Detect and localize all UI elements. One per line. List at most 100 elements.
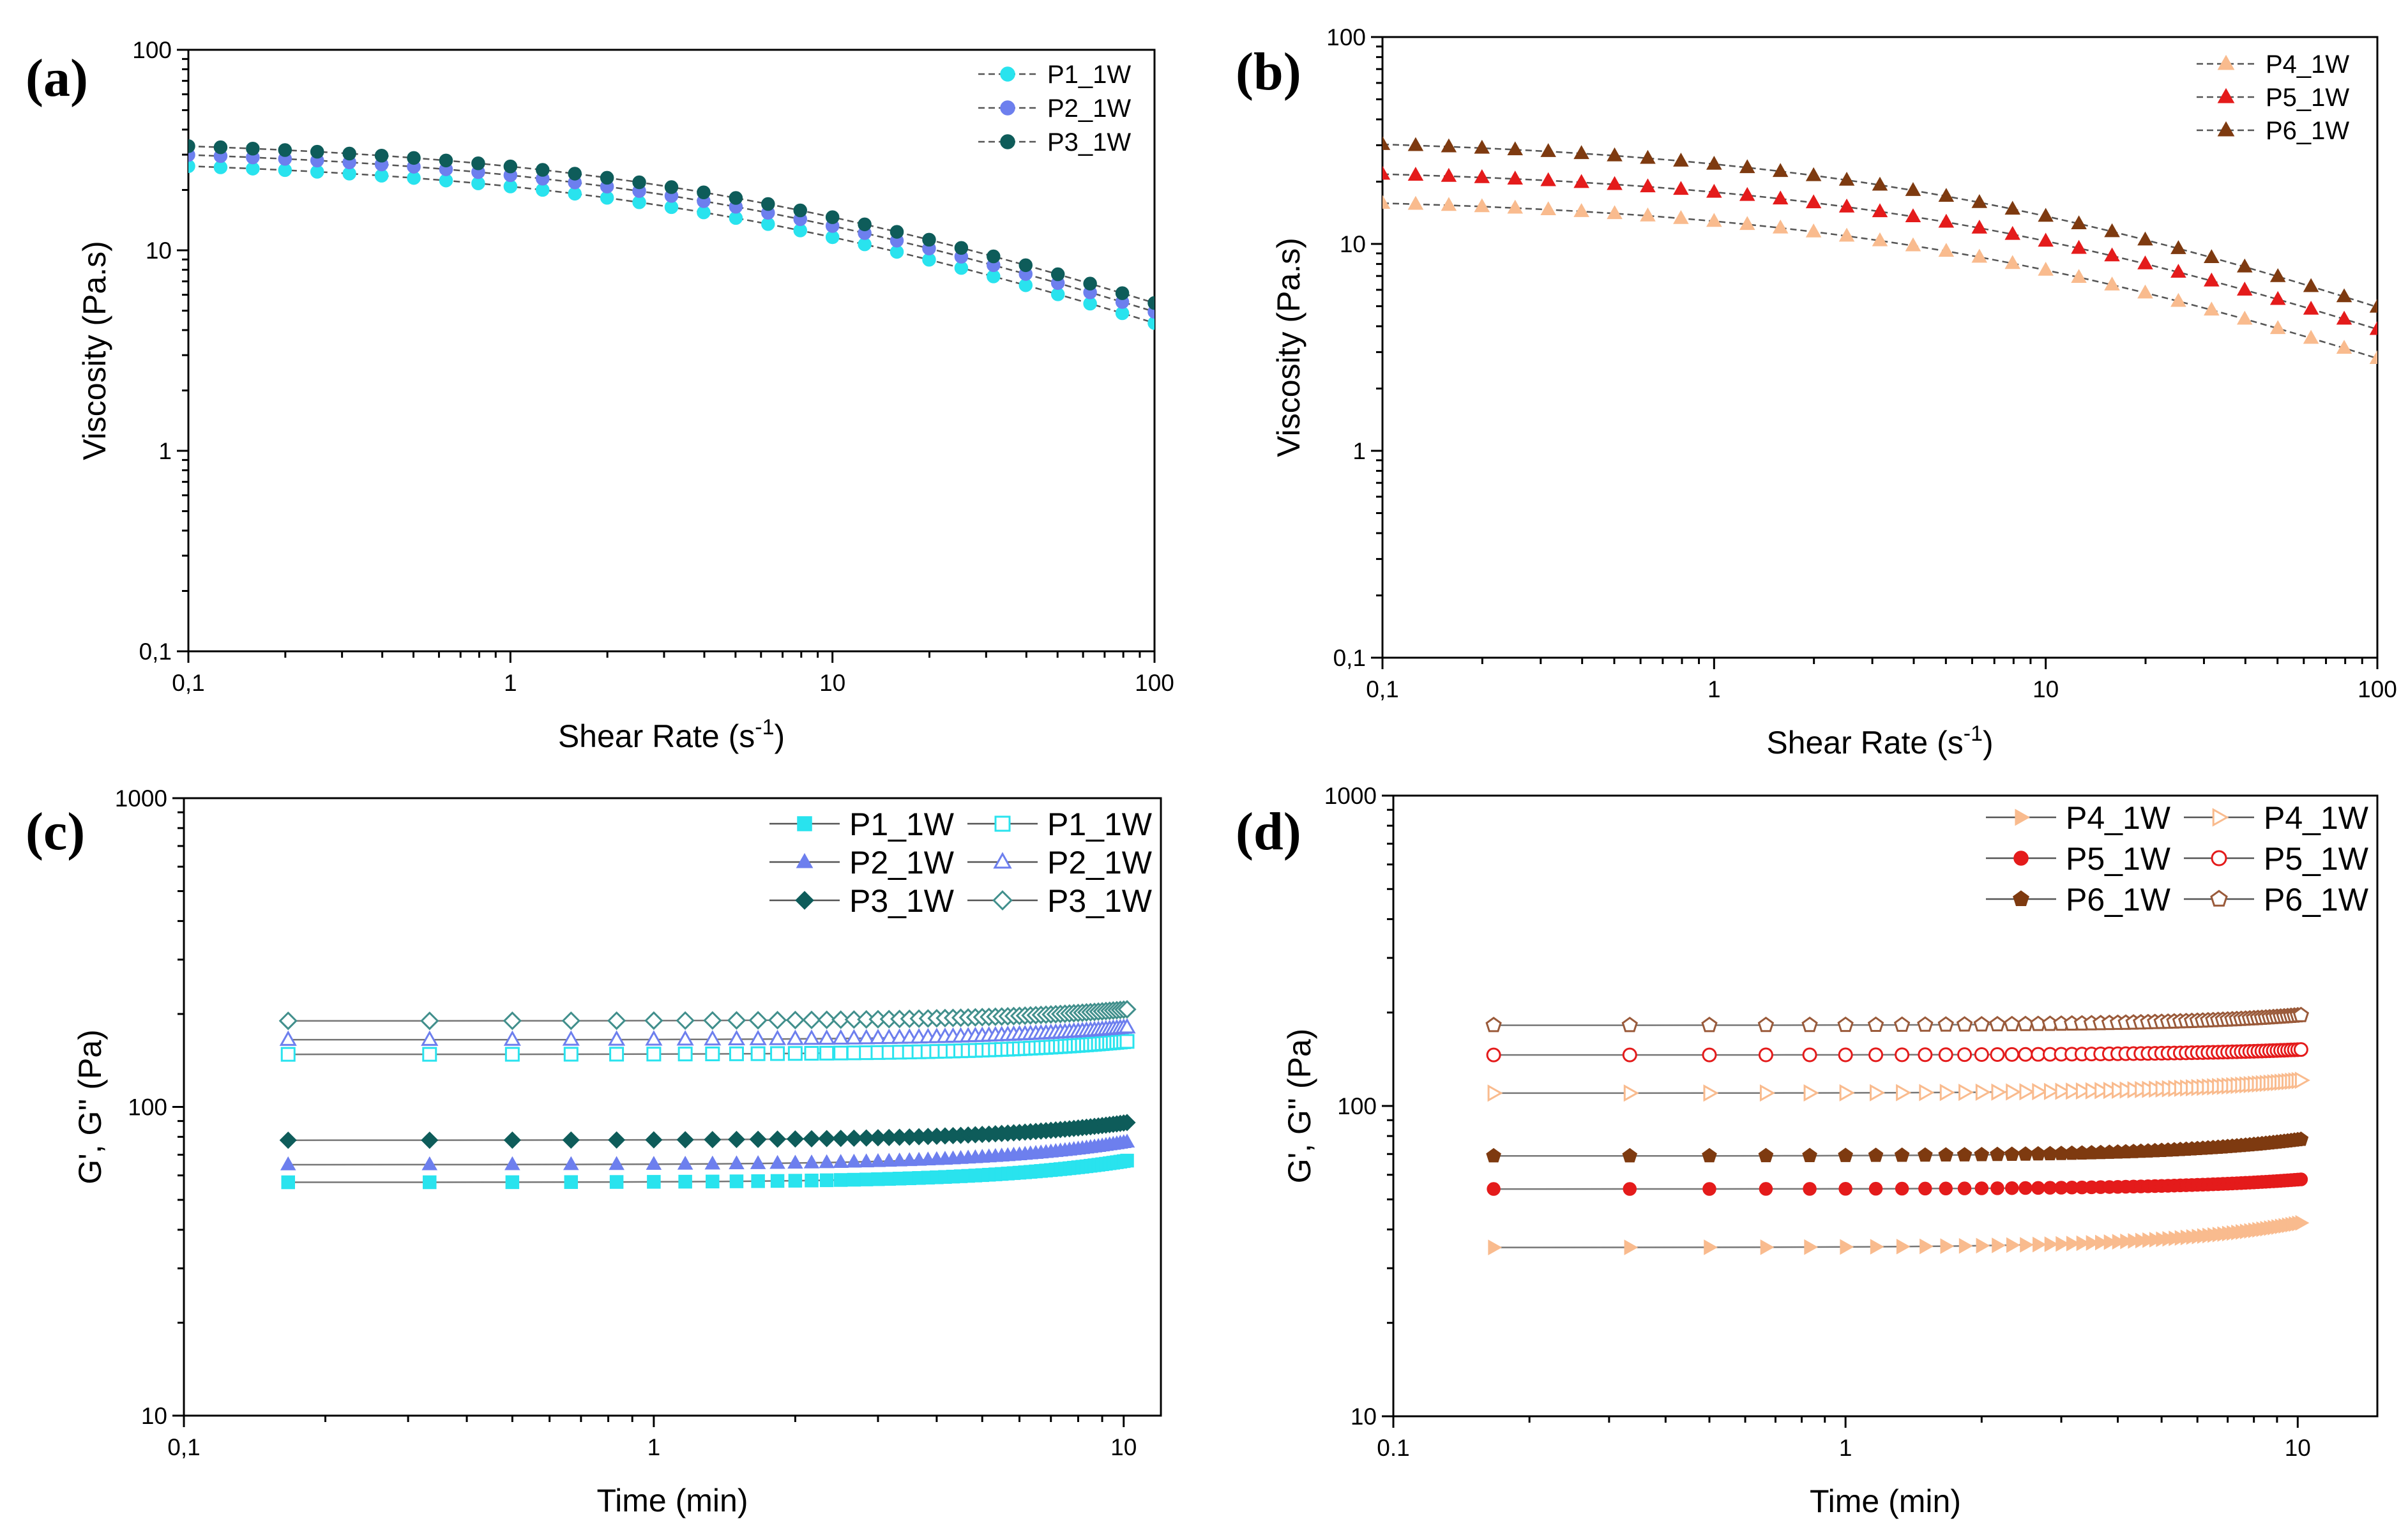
data-point	[751, 1174, 765, 1188]
data-point	[2103, 1082, 2119, 1100]
data-point	[1893, 1016, 1911, 1032]
data-point	[188, 159, 195, 173]
data-point	[954, 241, 969, 255]
data-point	[407, 151, 421, 165]
legend-label: P6_1W	[2266, 117, 2349, 145]
data-point	[833, 1154, 849, 1168]
data-point	[2293, 1042, 2308, 1057]
data-point	[1957, 1181, 1972, 1195]
series-P4_1W	[1488, 1215, 2310, 1255]
data-point	[833, 1045, 849, 1061]
legend-label: P6_1W	[2066, 882, 2171, 918]
data-point	[1018, 258, 1033, 273]
legend-marker	[2013, 851, 2029, 866]
data-point	[1838, 171, 1855, 186]
data-point	[1838, 1147, 1853, 1162]
data-point	[890, 225, 904, 239]
data-point	[1486, 1047, 1501, 1063]
data-point	[1971, 248, 1988, 263]
data-point	[2137, 231, 2153, 246]
data-point	[1974, 1047, 1989, 1063]
series-P4_1W	[1382, 195, 2377, 365]
series-P3_1W	[279, 1114, 1136, 1149]
data-point	[706, 1174, 720, 1189]
data-point	[2204, 301, 2220, 316]
data-point	[1703, 1084, 1719, 1102]
data-point	[729, 1174, 744, 1188]
series-P6_1W	[1486, 1131, 2309, 1163]
data-point	[1990, 1047, 2005, 1062]
data-point	[1938, 213, 1955, 228]
data-point	[858, 1153, 874, 1168]
data-point	[2293, 1131, 2309, 1146]
data-point	[2086, 1235, 2100, 1251]
data-point	[676, 1030, 694, 1046]
data-point	[2294, 1071, 2310, 1089]
data-point	[1673, 153, 1689, 167]
data-point	[818, 1130, 836, 1147]
data-point	[1739, 159, 1755, 174]
data-point	[1706, 213, 1722, 227]
data-point	[1956, 1016, 1973, 1032]
data-point	[785, 1010, 805, 1030]
data-point	[676, 1011, 695, 1030]
data-point	[2032, 1083, 2048, 1101]
legend-marker	[2210, 889, 2228, 907]
data-point	[2204, 272, 2220, 287]
data-point	[2004, 225, 2021, 240]
data-point	[727, 1029, 746, 1046]
data-point	[1382, 136, 1391, 150]
data-point	[246, 141, 260, 156]
data-point	[1868, 1181, 1883, 1196]
data-point	[1640, 149, 1656, 164]
data-point	[2038, 261, 2054, 276]
data-point	[2119, 1081, 2135, 1099]
data-point	[2018, 1181, 2033, 1195]
data-point	[727, 1130, 746, 1149]
legend-marker	[994, 815, 1011, 832]
x-tick-label: 0,1	[172, 670, 204, 696]
data-point	[646, 1156, 662, 1170]
data-point	[1837, 1016, 1854, 1033]
data-point	[421, 1156, 438, 1170]
data-point	[729, 1046, 744, 1061]
data-point	[278, 143, 292, 157]
data-point	[859, 1172, 874, 1186]
data-point	[802, 1010, 821, 1029]
y-axis-title: Viscosity (Pa.s)	[77, 241, 112, 460]
data-point	[1118, 1018, 1136, 1034]
data-point	[2369, 298, 2377, 313]
data-point	[600, 170, 614, 185]
legend-label: P2_1W	[1047, 845, 1153, 881]
legend-marker	[2217, 87, 2235, 103]
data-point	[769, 1154, 785, 1169]
panel-label: (c)	[26, 802, 85, 861]
data-point	[1540, 201, 1556, 216]
data-point	[2295, 1215, 2310, 1231]
data-point	[2269, 268, 2286, 282]
data-point	[1805, 223, 1822, 238]
data-point	[608, 1131, 626, 1149]
legend-label: P2_1W	[849, 845, 955, 881]
legend-label: P3_1W	[1047, 128, 1131, 156]
data-point	[1918, 1047, 1933, 1063]
data-point	[2127, 1081, 2143, 1099]
x-tick-label: 100	[1135, 670, 1174, 696]
data-point	[1487, 1084, 1503, 1102]
x-tick-label: 0.1	[1377, 1435, 1409, 1461]
data-point	[188, 139, 195, 153]
data-point	[804, 1046, 819, 1061]
series-P6_1W-open	[1485, 1006, 2310, 1033]
data-point	[1939, 1084, 1955, 1101]
data-point	[2055, 1082, 2071, 1100]
y-tick-label: 100	[1326, 24, 1366, 50]
data-point	[1896, 1084, 1912, 1101]
data-point	[1872, 203, 1888, 218]
data-point	[858, 1129, 875, 1147]
legend: P1_1W P2_1W P3_1W	[978, 61, 1131, 156]
data-point	[2236, 258, 2253, 273]
data-point	[748, 1011, 768, 1030]
x-tick-label: 0,1	[1366, 676, 1398, 702]
x-axis-title: Time (min)	[596, 1483, 748, 1518]
data-point	[1507, 199, 1524, 214]
